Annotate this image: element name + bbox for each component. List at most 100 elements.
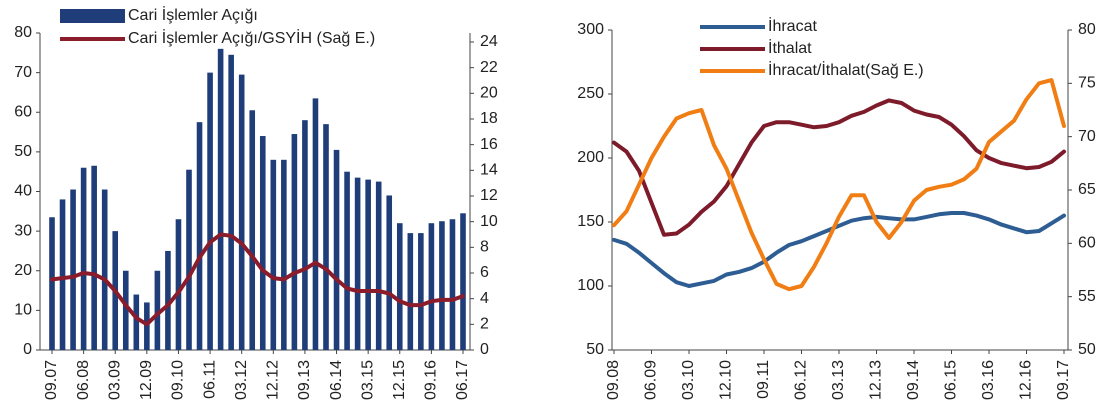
line: [612, 211, 1066, 288]
legend-label: Cari İşlemler Açığı: [128, 5, 258, 24]
bar: [428, 223, 435, 350]
x-tick-label: 06.11: [201, 360, 218, 399]
x-tick-label: 06.17: [454, 360, 471, 400]
y2-tick-label: 60: [1078, 235, 1096, 252]
bar: [122, 270, 129, 350]
bar: [439, 221, 445, 350]
line: [50, 232, 465, 327]
y-tick-label: 150: [577, 213, 604, 230]
x-tick-label: 12.09: [138, 360, 155, 400]
y2-tick-label: 2: [480, 316, 489, 333]
legend-swatch: [60, 9, 125, 23]
bar: [91, 165, 97, 350]
x-tick-label: 09.13: [296, 360, 313, 400]
y2-tick-label: 12: [480, 187, 498, 204]
x-tick-label: 06.08: [75, 360, 92, 400]
bar: [365, 179, 371, 350]
y-tick-label: 80: [14, 24, 32, 41]
x-tick-label: 09.14: [905, 360, 922, 400]
bar: [460, 213, 466, 350]
y-tick-label: 250: [577, 85, 604, 102]
legend-label: İhracat: [768, 16, 817, 35]
x-tick-label: 12.10: [718, 360, 735, 400]
y-tick-label: 70: [14, 64, 32, 81]
bar: [386, 195, 393, 350]
bar: [418, 233, 424, 350]
x-tick-label: 09.11: [755, 360, 772, 399]
x-tick-label: 12.15: [391, 360, 408, 400]
x-tick-label: 09.07: [43, 360, 60, 400]
y2-tick-label: 18: [480, 110, 498, 127]
bar: [207, 72, 213, 350]
x-tick-label: 06.12: [793, 360, 810, 400]
y2-tick-label: 20: [480, 85, 498, 102]
bar: [49, 217, 55, 350]
y2-tick-label: 14: [480, 162, 498, 179]
bar: [333, 149, 340, 350]
bar: [154, 270, 161, 350]
x-tick-label: 06.14: [328, 360, 345, 400]
y-tick-label: 200: [577, 149, 604, 166]
bar: [238, 74, 245, 350]
y2-tick-label: 16: [480, 136, 498, 153]
legend-label: Cari İşlemler Açığı/GSYİH (Sağ E.): [128, 28, 375, 47]
y-tick-label: 20: [14, 262, 32, 279]
y-tick-label: 100: [577, 277, 604, 294]
x-tick-label: 06.09: [643, 360, 660, 400]
y2-tick-label: 8: [480, 239, 489, 256]
bar: [249, 110, 256, 350]
x-tick-label: 09.08: [605, 360, 622, 400]
bar: [228, 54, 234, 350]
y-tick-label: 60: [14, 103, 32, 120]
y2-tick-label: 10: [480, 213, 498, 230]
y2-tick-label: 0: [480, 341, 489, 358]
y2-tick-label: 50: [1078, 341, 1096, 358]
line: [612, 98, 1066, 237]
bar: [375, 181, 382, 350]
bar: [70, 189, 76, 350]
y2-tick-label: 55: [1078, 288, 1096, 305]
y-tick-label: 50: [14, 143, 32, 160]
x-tick-label: 12.12: [265, 360, 282, 400]
x-tick-label: 09.10: [170, 360, 187, 400]
legend-label: İhracat/İthalat(Sağ E.): [768, 60, 924, 79]
y-tick-label: 10: [14, 302, 32, 319]
y-tick-label: 300: [577, 21, 604, 38]
bar: [196, 122, 203, 350]
x-tick-label: 12.16: [1018, 360, 1035, 400]
y2-tick-label: 22: [480, 59, 498, 76]
line: [612, 78, 1066, 292]
x-tick-label: 09.17: [1055, 360, 1072, 400]
bar: [354, 177, 361, 350]
bar: [291, 134, 298, 350]
y2-tick-label: 6: [480, 264, 489, 281]
x-tick-label: 03.10: [680, 360, 697, 400]
y2-tick-label: 24: [480, 33, 498, 50]
y-tick-label: 50: [586, 341, 604, 358]
bar: [270, 159, 277, 350]
y-tick-label: 40: [14, 183, 32, 200]
x-tick-label: 12.13: [868, 360, 885, 400]
bar: [281, 159, 287, 350]
bar: [259, 136, 266, 350]
y2-tick-label: 70: [1078, 128, 1096, 145]
bar: [165, 250, 171, 350]
x-tick-label: 03.16: [980, 360, 997, 400]
x-tick-label: 03.15: [359, 360, 376, 400]
y-tick-label: 30: [14, 222, 32, 239]
x-tick-label: 06.15: [943, 360, 960, 400]
bar: [344, 171, 350, 350]
legend-label: İthalat: [768, 38, 812, 57]
bar: [323, 124, 329, 350]
bar: [217, 48, 224, 350]
y2-tick-label: 65: [1078, 181, 1096, 198]
y2-tick-label: 4: [480, 290, 489, 307]
x-tick-label: 03.09: [106, 360, 123, 400]
bar: [186, 169, 192, 350]
bar: [175, 219, 182, 350]
bar: [449, 219, 456, 350]
bar: [302, 120, 308, 350]
bar: [80, 167, 87, 350]
